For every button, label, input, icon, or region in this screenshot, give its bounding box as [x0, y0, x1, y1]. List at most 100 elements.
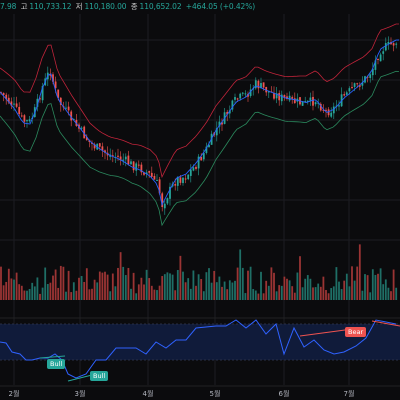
candle-body [228, 110, 231, 114]
volume-bar [280, 285, 283, 300]
volume-bar [72, 282, 75, 300]
volume-bar [161, 276, 164, 300]
volume-bar [330, 288, 333, 300]
volume-bar [192, 270, 195, 300]
volume-bar [88, 289, 91, 300]
volume-bar [270, 267, 273, 300]
bear-signal-label[interactable]: Bear [345, 327, 367, 337]
volume-bar [96, 282, 99, 300]
volume-bar [75, 290, 78, 300]
candle-body [195, 166, 197, 169]
volume-bar [340, 289, 343, 300]
volume-bar [213, 270, 216, 300]
candle-body [325, 109, 327, 111]
candle-body [59, 97, 62, 105]
volume-bar [101, 272, 104, 300]
candle-body [374, 60, 377, 70]
volume-bar [111, 273, 114, 300]
volume-bar [353, 280, 356, 300]
candle-body [369, 74, 372, 78]
volume-bar [137, 284, 140, 300]
volume-bar [338, 281, 340, 300]
volume-bar [358, 244, 361, 300]
change-value: +464.05 (+0.42%) [185, 2, 256, 11]
bull-signal-label[interactable]: Bull [90, 371, 109, 381]
volume-bar [171, 274, 174, 300]
candle-body [65, 107, 67, 109]
volume-bar [286, 278, 288, 300]
volume-bar [31, 282, 34, 300]
candle-body [377, 58, 379, 60]
volume-bar [65, 291, 67, 300]
volume-bar [366, 275, 369, 300]
candle-body [275, 93, 278, 99]
volume-bar [267, 285, 270, 300]
volume-bar [335, 267, 338, 300]
candle-body [150, 172, 153, 177]
volume-bar [208, 268, 210, 300]
candle-body [221, 122, 223, 125]
volume-bar [257, 293, 260, 300]
volume-bar [231, 282, 234, 300]
candle-body [137, 164, 140, 166]
volume-bar [15, 272, 18, 300]
close-value: 110,652.02 [139, 2, 182, 11]
candle-body [85, 137, 88, 141]
candle-body [176, 177, 179, 186]
volume-bar [236, 267, 239, 300]
volume-bar [319, 286, 322, 300]
candle-body [312, 96, 314, 106]
candle-body [384, 43, 387, 51]
volume-bar [59, 265, 62, 300]
candle-body [52, 74, 54, 82]
volume-bar [325, 290, 327, 300]
volume-bar [234, 280, 236, 300]
volume-bar [163, 274, 166, 300]
candle-body [98, 143, 101, 147]
candle-body [130, 161, 132, 165]
volume-bar [176, 270, 179, 300]
candle-body [119, 156, 122, 161]
bollinger-upper-line [0, 23, 399, 179]
volume-bar [23, 290, 26, 300]
month-label: 2월 [8, 390, 20, 398]
volume-bar [83, 281, 86, 300]
candle-body [26, 120, 28, 122]
volume-bar [44, 267, 47, 300]
bull-signal-label[interactable]: Bull [47, 359, 66, 369]
month-label: 6월 [278, 390, 290, 398]
candle-body [371, 68, 374, 76]
candle-body [158, 179, 161, 194]
candle-body [23, 115, 26, 122]
candle-body [288, 95, 291, 101]
volume-bar [91, 288, 93, 300]
volume-bar [166, 272, 169, 300]
candle-body [200, 156, 203, 161]
candle-body [182, 177, 184, 184]
bearish-divergence-line [371, 320, 400, 327]
volume-bar [85, 268, 88, 300]
volume-bar [369, 292, 372, 300]
volume-bar [145, 269, 148, 300]
volume-bar [143, 284, 145, 300]
candle-body [306, 100, 309, 102]
volume-bar [187, 278, 190, 300]
volume-bar [156, 290, 158, 300]
candle-body [239, 93, 242, 99]
candle-body [343, 94, 346, 96]
volume-bar [78, 277, 80, 300]
volume-bar [244, 293, 247, 300]
volume-bar [322, 276, 325, 300]
volume-bar [18, 284, 21, 300]
volume-bar [197, 274, 200, 300]
candle-body [39, 98, 41, 100]
candle-body [234, 97, 236, 100]
candle-body [127, 155, 130, 165]
candle-body [101, 146, 104, 151]
volume-bar [351, 266, 353, 300]
candle-body [353, 83, 356, 87]
volume-bar [377, 273, 379, 300]
candle-body [301, 101, 304, 106]
